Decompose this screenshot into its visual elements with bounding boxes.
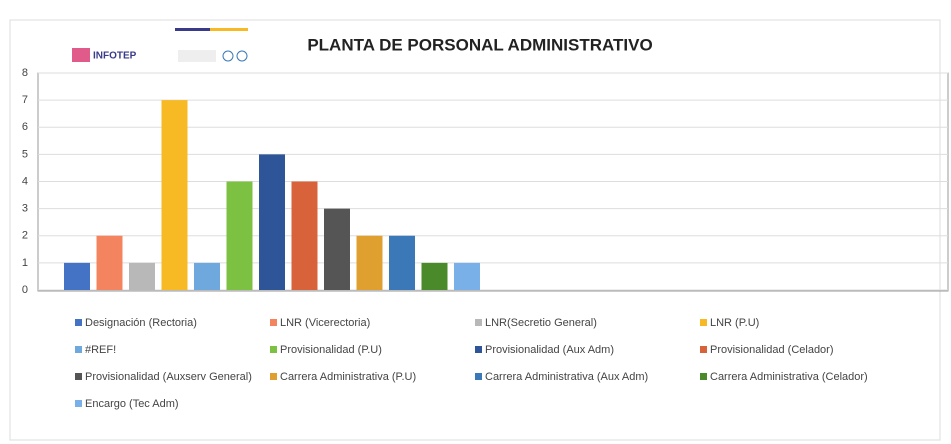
bar: [96, 235, 123, 290]
legend-swatch: [475, 319, 482, 326]
legend-label: Provisionalidad (Celador): [710, 344, 834, 356]
legend-label: Designación (Rectoria): [85, 317, 197, 329]
legend-swatch: [270, 373, 277, 380]
y-tick-label: 4: [22, 175, 28, 187]
bar: [129, 262, 155, 290]
legend-swatch: [270, 346, 277, 353]
y-tick-label: 8: [22, 67, 28, 79]
logo-bar: [175, 28, 210, 31]
y-tick-label: 0: [22, 284, 28, 296]
y-tick-label: 1: [22, 257, 28, 269]
y-tick-label: 6: [22, 121, 28, 133]
legend-swatch: [700, 346, 707, 353]
legend-label: Carrera Administrativa (Aux Adm): [485, 371, 648, 383]
legend-swatch: [700, 373, 707, 380]
bar: [356, 235, 383, 290]
bar: [454, 262, 480, 290]
y-tick-label: 7: [22, 94, 28, 106]
legend-swatch: [75, 346, 82, 353]
legend-label: LNR (Vicerectoria): [280, 317, 370, 329]
chart-frame: [9, 19, 941, 441]
bar: [291, 181, 318, 290]
chart-title: PLANTA DE PORSONAL ADMINISTRATIVO: [307, 35, 652, 54]
legend-label: Encargo (Tec Adm): [85, 398, 179, 410]
bar: [421, 262, 448, 290]
legend-swatch: [75, 319, 82, 326]
legend-swatch: [475, 373, 482, 380]
legend-swatch: [75, 373, 82, 380]
legend-swatch: [475, 346, 482, 353]
bar: [259, 154, 285, 290]
legend-label: Provisionalidad (Aux Adm): [485, 344, 614, 356]
legend-swatch: [270, 319, 277, 326]
legend-swatch: [700, 319, 707, 326]
legend-label: LNR (P.U): [710, 317, 759, 329]
bar: [389, 235, 415, 290]
legend-label: Provisionalidad (Auxserv General): [85, 371, 252, 383]
legend-swatch: [75, 400, 82, 407]
legend-label: Provisionalidad (P.U): [280, 344, 382, 356]
logo-icon: [72, 48, 90, 62]
logo-icon: [222, 50, 234, 62]
y-tick-label: 5: [22, 148, 28, 160]
bar: [324, 208, 350, 290]
logo-bar: [210, 28, 248, 31]
legend-label: Carrera Administrativa (P.U): [280, 371, 416, 383]
bar: [226, 181, 253, 290]
bar: [161, 100, 188, 290]
bar: [194, 262, 220, 290]
y-tick-label: 2: [22, 230, 28, 242]
logo-icon: [236, 50, 248, 62]
logo-small: [178, 50, 216, 62]
y-tick-label: 3: [22, 203, 28, 215]
legend-label: #REF!: [85, 344, 116, 356]
bar: [64, 262, 90, 290]
legend-label: LNR(Secretio General): [485, 317, 597, 329]
legend-label: Carrera Administrativa (Celador): [710, 371, 868, 383]
logo-text: INFOTEP: [93, 51, 137, 62]
